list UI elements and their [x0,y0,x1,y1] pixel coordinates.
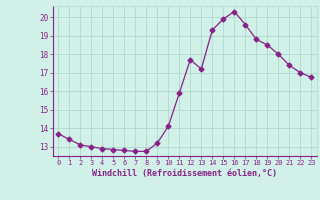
X-axis label: Windchill (Refroidissement éolien,°C): Windchill (Refroidissement éolien,°C) [92,169,277,178]
